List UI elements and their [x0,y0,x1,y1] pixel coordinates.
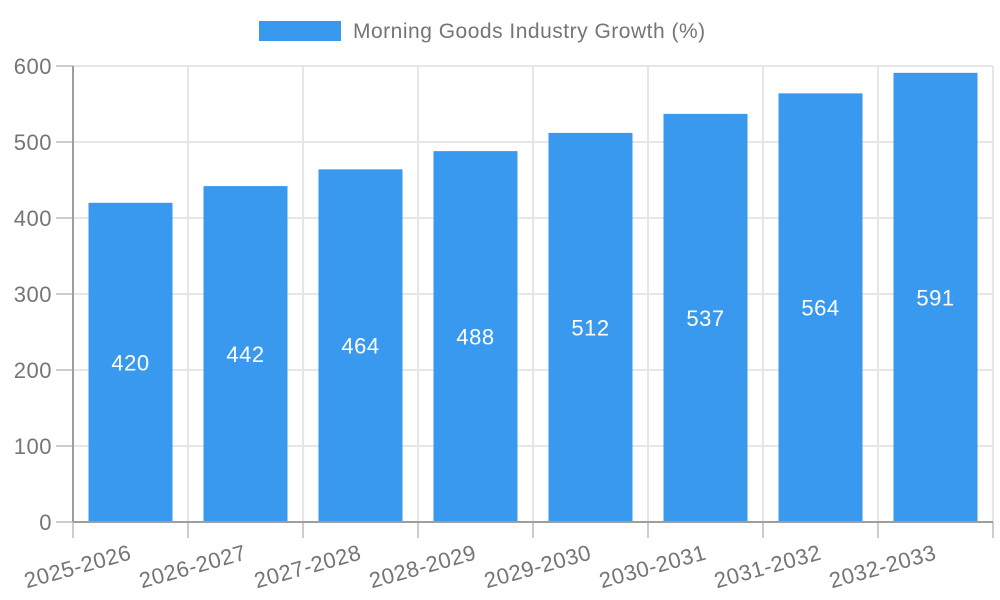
x-axis-label-2025-2026: 2025-2026 [21,540,133,593]
bar-2031-2032[interactable] [778,93,863,523]
bar-value-label-2027-2028: 464 [341,334,379,359]
y-axis-label-600: 600 [14,54,52,79]
x-axis-label-2030-2031: 2030-2031 [596,540,708,593]
x-axis-label-2026-2027: 2026-2027 [136,540,248,593]
x-axis-label-2028-2029: 2028-2029 [366,540,478,593]
bar-value-label-2031-2032: 564 [801,296,839,321]
legend[interactable]: Morning Goods Industry Growth (%) [259,20,706,43]
bar-value-label-2032-2033: 591 [916,285,954,310]
bar-2026-2027[interactable] [203,186,288,522]
y-axis-label-100: 100 [14,434,52,459]
bar-value-label-2030-2031: 537 [686,306,724,331]
y-axis-label-300: 300 [14,282,52,307]
x-axis-label-2032-2033: 2032-2033 [826,540,938,593]
bar-value-label-2026-2027: 442 [226,342,264,367]
bar-2030-2031[interactable] [663,113,748,522]
bar-value-label-2025-2026: 420 [111,350,149,375]
bar-2032-2033[interactable] [893,72,978,522]
bar-2027-2028[interactable] [318,169,403,523]
bar-value-label-2028-2029: 488 [456,325,494,350]
x-axis-label-2027-2028: 2027-2028 [251,540,363,593]
y-axis-label-0: 0 [39,510,52,535]
bar-2025-2026[interactable] [88,202,173,523]
bar-2029-2030[interactable] [548,132,633,522]
legend-label: Morning Goods Industry Growth (%) [353,20,706,43]
y-axis-label-200: 200 [14,358,52,383]
x-axis-label-2031-2032: 2031-2032 [711,540,823,593]
bar-value-label-2029-2030: 512 [571,315,609,340]
x-axis-label-2029-2030: 2029-2030 [481,540,593,593]
y-axis-label-500: 500 [14,130,52,155]
y-axis-label-400: 400 [14,206,52,231]
plot-area: 0 100 200 300 400 500 600 420 2025-2026 442 2026-2… [14,54,994,593]
legend-swatch[interactable] [259,21,341,41]
bar-2028-2029[interactable] [433,151,518,522]
